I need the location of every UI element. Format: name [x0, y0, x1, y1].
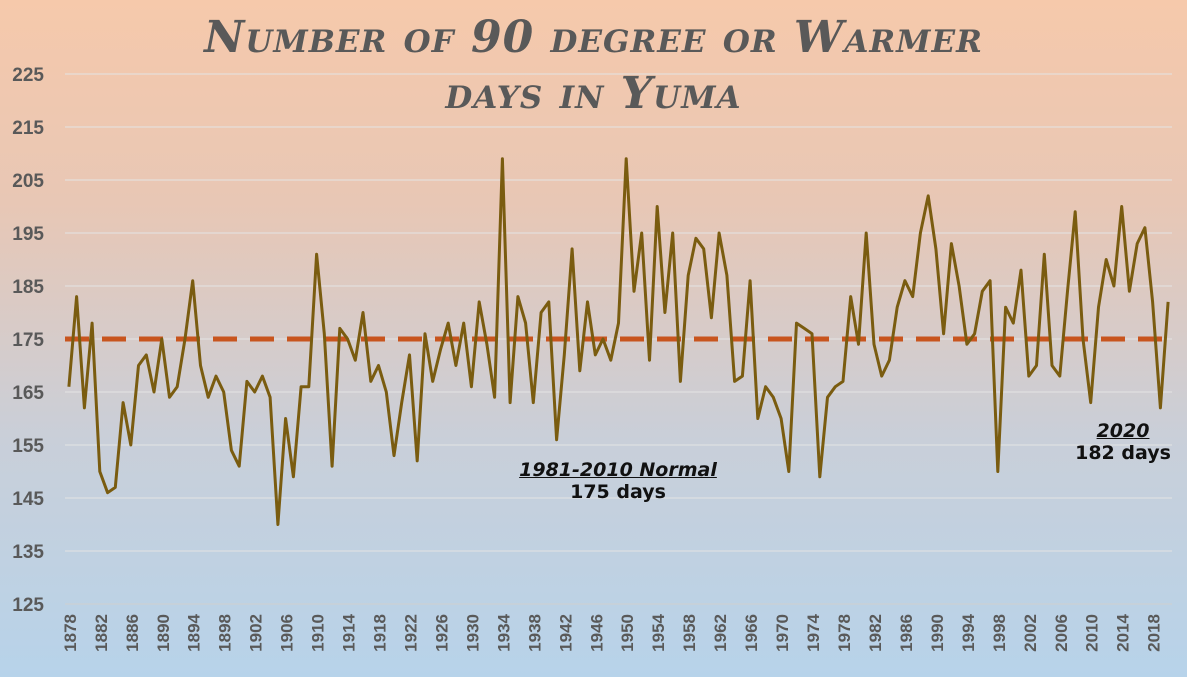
x-tick-label: 2002 — [1021, 614, 1040, 652]
x-tick-label: 1890 — [154, 614, 173, 652]
x-tick-label: 1958 — [680, 614, 699, 652]
y-tick-label: 185 — [12, 277, 44, 298]
chart-title: Number of 90 degree or Warmer days in Yu… — [0, 10, 1187, 122]
y-tick-label: 155 — [12, 436, 44, 457]
x-tick-label: 1886 — [123, 614, 142, 652]
x-tick-label: 1966 — [742, 614, 761, 652]
x-tick-label: 1910 — [309, 614, 328, 652]
x-tick-label: 2018 — [1145, 614, 1164, 652]
x-tick-label: 1986 — [897, 614, 916, 652]
x-tick-label: 1982 — [866, 614, 885, 652]
x-tick-label: 1914 — [340, 613, 359, 651]
y-tick-label: 225 — [12, 65, 44, 86]
y-tick-label: 205 — [12, 171, 44, 192]
y-tick-label: 175 — [12, 330, 44, 351]
x-tick-label: 1950 — [618, 614, 637, 652]
x-tick-label: 1954 — [649, 613, 668, 651]
year-2020-value: 182 days — [1075, 442, 1171, 464]
x-tick-label: 2006 — [1052, 614, 1071, 652]
x-tick-label: 1922 — [401, 614, 420, 652]
x-tick-label: 1902 — [247, 614, 266, 652]
x-tick-label: 1894 — [185, 613, 204, 651]
x-tick-label: 1974 — [804, 613, 823, 651]
x-tick-label: 1934 — [494, 613, 513, 651]
year-2020-label: 2020 — [1096, 420, 1150, 442]
x-tick-label: 1942 — [556, 614, 575, 652]
y-tick-label: 125 — [12, 595, 44, 616]
x-tick-label: 1998 — [990, 614, 1009, 652]
x-tick-label: 1918 — [371, 614, 390, 652]
x-tick-label: 2014 — [1114, 613, 1133, 651]
y-tick-label: 195 — [12, 224, 44, 245]
x-tick-label: 1962 — [711, 614, 730, 652]
x-tick-label: 1990 — [928, 614, 947, 652]
x-tick-label: 1978 — [835, 614, 854, 652]
x-tick-label: 1878 — [61, 614, 80, 652]
normal-annotation-value: 175 days — [570, 481, 666, 503]
x-tick-label: 1970 — [773, 614, 792, 652]
normal-annotation: 1981-2010 Normal 175 days — [500, 459, 736, 503]
year-2020-annotation: 2020 182 days — [1063, 420, 1183, 464]
x-tick-label: 1946 — [587, 614, 606, 652]
y-tick-label: 165 — [12, 383, 44, 404]
x-tick-label: 1906 — [278, 614, 297, 652]
x-tick-label: 1882 — [92, 614, 111, 652]
x-tick-label: 1926 — [432, 614, 451, 652]
x-tick-label: 1898 — [216, 614, 235, 652]
normal-annotation-label: 1981-2010 Normal — [519, 459, 717, 481]
x-tick-label: 2010 — [1083, 614, 1102, 652]
x-tick-label: 1930 — [463, 614, 482, 652]
y-tick-label: 135 — [12, 542, 44, 563]
y-tick-label: 215 — [12, 118, 44, 139]
chart-title-line-1: Number of 90 degree or Warmer — [204, 12, 983, 63]
x-tick-label: 1938 — [525, 614, 544, 652]
x-tick-label: 1994 — [959, 613, 978, 651]
chart-title-line-2: days in Yuma — [445, 68, 742, 119]
y-tick-label: 145 — [12, 489, 44, 510]
